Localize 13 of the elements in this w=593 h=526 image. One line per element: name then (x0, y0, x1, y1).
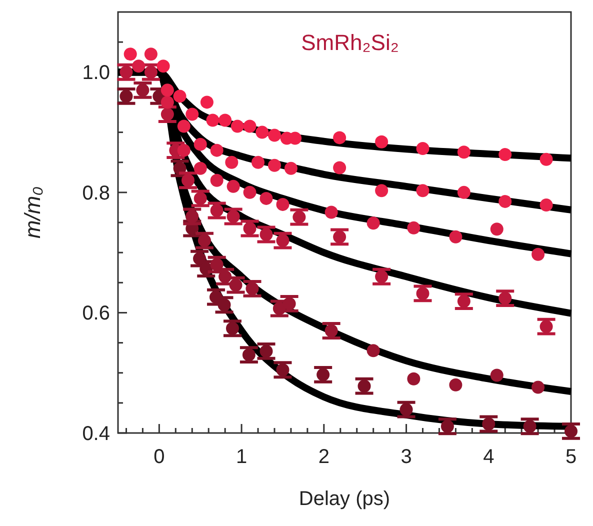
y-tick-label: 1.0 (82, 62, 110, 84)
x-tick-label: 1 (236, 446, 248, 468)
text: SmRh₂Si₂ (301, 30, 399, 55)
x-tick-label: 4 (483, 446, 494, 468)
y-axis-title: m/m₀ (20, 186, 45, 239)
y-tick-label: 0.6 (82, 302, 110, 325)
x-tick-label: 3 (400, 446, 412, 468)
x-tick-label: 2 (318, 446, 330, 468)
y-tick-label: 0.4 (82, 423, 110, 445)
x-tick-label: 0 (154, 446, 165, 468)
x-axis-title: Delay (ps) (298, 488, 390, 510)
x-tick-label: 5 (565, 446, 577, 468)
y-tick-label: 0.8 (82, 182, 110, 204)
